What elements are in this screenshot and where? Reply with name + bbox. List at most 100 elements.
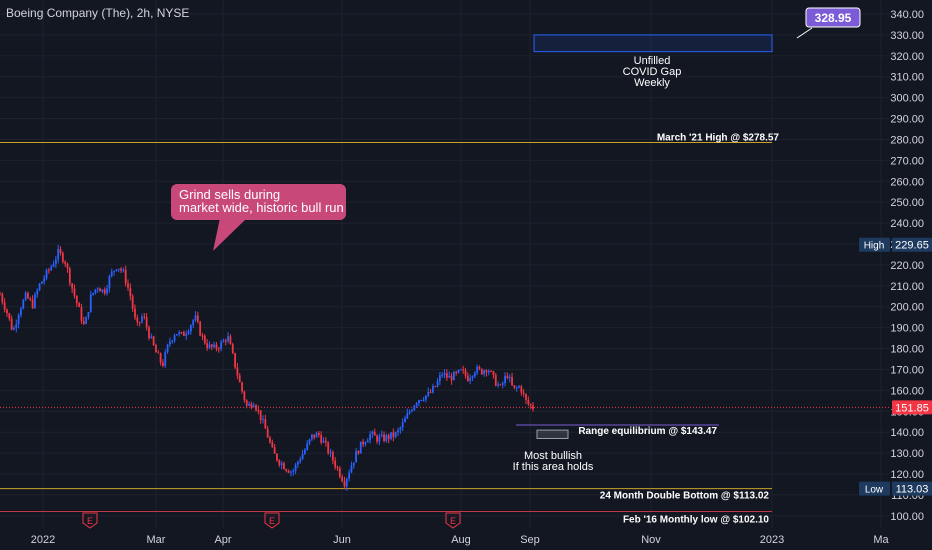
candle-body [34, 294, 36, 308]
candle-body [238, 375, 241, 383]
candle-body [476, 366, 479, 373]
candle-body [473, 372, 476, 377]
candle-body [413, 405, 416, 411]
candle-body [334, 460, 337, 468]
x-tick-label: 2023 [760, 534, 784, 546]
time-axis[interactable]: 2022 Mar Apr Jun Aug Sep Nov 2023 Ma [31, 534, 890, 546]
candle-body [366, 440, 369, 443]
candle-body [50, 266, 53, 270]
candle-body [169, 341, 171, 345]
candle-body [27, 292, 29, 299]
candle-body [108, 276, 111, 289]
target-tag-box [805, 7, 861, 28]
y-tick-label: 200.00 [890, 302, 924, 314]
candle-body [294, 464, 297, 471]
candle-body [397, 430, 399, 433]
candle-body [155, 345, 157, 353]
candle-body [376, 435, 378, 442]
candle-body [304, 449, 306, 454]
candle-body [220, 342, 223, 349]
candle-body [508, 377, 511, 379]
candle-body [283, 463, 285, 470]
candle-body [438, 375, 441, 382]
callout-pointer [213, 218, 247, 251]
candle-body [455, 372, 458, 374]
y-tick-label: 170.00 [890, 364, 924, 376]
candle-body [276, 453, 278, 461]
candle-body [499, 384, 502, 386]
candle-body [464, 370, 467, 376]
candle-body [224, 340, 227, 342]
candle-body [148, 327, 150, 339]
y-tick-label: 160.00 [890, 385, 924, 397]
y-tick-label: 330.00 [890, 30, 924, 42]
price-tag-label-box [859, 481, 890, 496]
candle-body [229, 336, 232, 345]
price-tag-box [892, 481, 932, 496]
candle-body [452, 372, 455, 381]
candle-body [71, 283, 74, 289]
candle-body [120, 268, 122, 271]
candle-body [529, 404, 532, 406]
candle-body [189, 325, 192, 332]
candle-body [331, 451, 334, 461]
candle-body [350, 465, 353, 473]
level-label: Range equilibrium @ $143.47 [578, 426, 717, 437]
earnings-marker-label: E [450, 516, 456, 526]
chart-title: Boeing Company (The), 2h, NYSE [6, 6, 189, 20]
candle-body [38, 283, 41, 291]
candle-body [87, 312, 90, 318]
y-tick-label: 280.00 [890, 134, 924, 146]
candle-body [178, 332, 181, 335]
earnings-marker [264, 512, 280, 529]
candle-body [6, 309, 8, 314]
y-tick-label: 130.00 [890, 448, 924, 460]
candle-body [450, 375, 453, 381]
candle-body [82, 320, 85, 325]
candle-body [478, 366, 481, 369]
candle-body [173, 335, 176, 341]
candle-body [469, 378, 472, 382]
candle-body [338, 468, 341, 477]
price-tag-box [892, 400, 932, 415]
candle-body [80, 307, 83, 321]
candle-body [471, 376, 474, 379]
candle-body [429, 391, 432, 393]
candle-body [494, 374, 497, 386]
candle-body [199, 321, 202, 336]
candle-body [292, 470, 295, 472]
candle-body [515, 387, 518, 389]
price-tag-value: 151.85 [895, 402, 929, 414]
candle-body [532, 405, 534, 410]
candle-body [64, 261, 67, 264]
candle-body [371, 431, 374, 435]
candle-body [213, 344, 216, 347]
candle-body [15, 323, 18, 328]
x-tick-label: Ma [873, 534, 889, 546]
candle-body [243, 391, 246, 401]
candle-body [466, 375, 469, 382]
candle-body [164, 352, 167, 367]
candle-body [490, 371, 493, 373]
candle-body [262, 419, 264, 421]
candle-body [290, 471, 292, 473]
candle-body [273, 447, 276, 454]
candle-body [378, 436, 381, 442]
y-tick-label: 270.00 [890, 155, 924, 167]
earnings-marker [82, 512, 98, 529]
price-tag-label-box [859, 237, 890, 252]
candle-body [252, 405, 255, 408]
x-tick-label: Sep [520, 534, 540, 546]
earnings-marker [445, 512, 461, 529]
candle-body [57, 249, 60, 260]
y-tick-label: 260.00 [890, 176, 924, 188]
candle-body [241, 382, 243, 392]
candle-body [352, 462, 355, 466]
y-tick-label: 320.00 [890, 51, 924, 63]
candle-body [248, 403, 250, 406]
candle-body [101, 289, 104, 292]
candle-body [327, 442, 330, 454]
